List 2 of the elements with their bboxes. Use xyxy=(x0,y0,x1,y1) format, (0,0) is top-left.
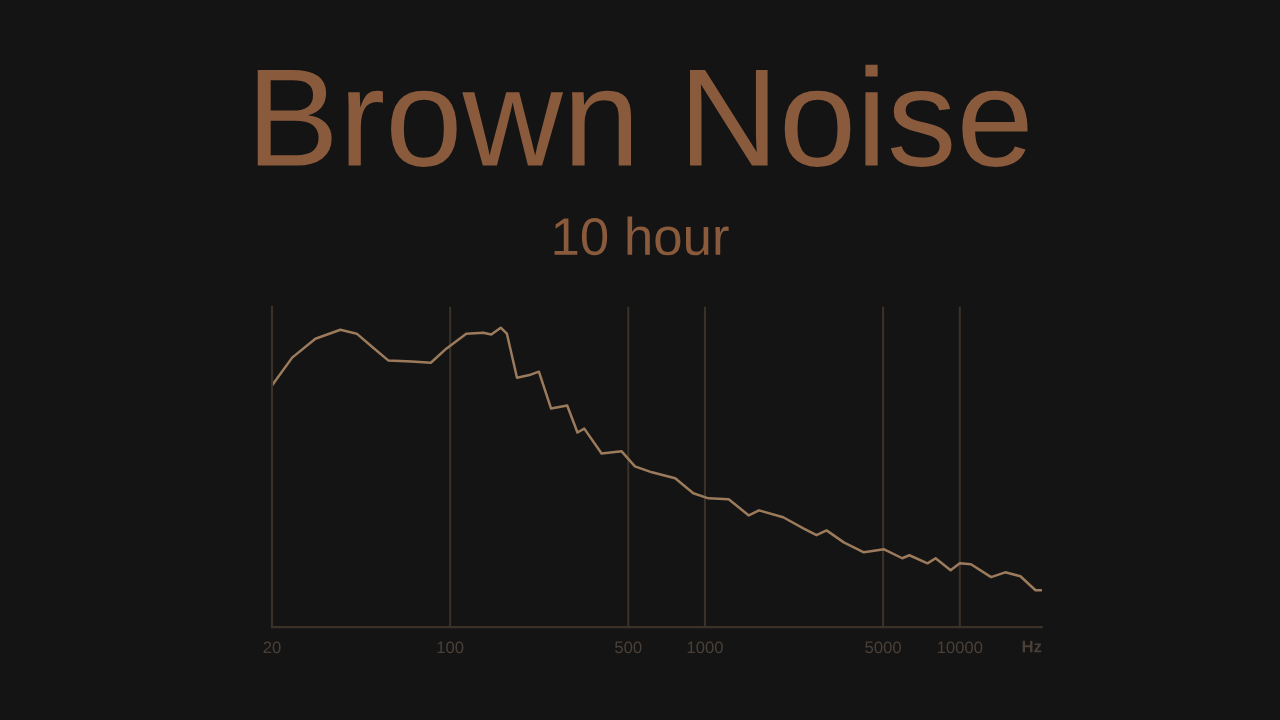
chart-title: Brown Noise xyxy=(257,64,1028,167)
chart-subtitle: 10 hour xyxy=(554,216,729,256)
